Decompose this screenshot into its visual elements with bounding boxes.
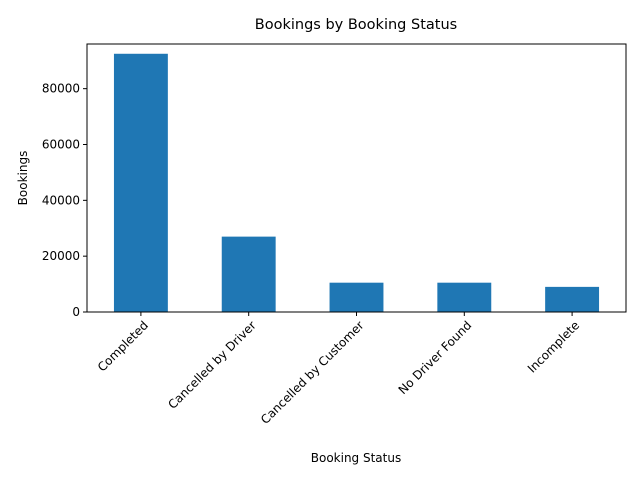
x-tick-label: Incomplete (525, 318, 582, 375)
bars-group (113, 53, 600, 312)
bar (545, 286, 600, 312)
x-axis-label: Booking Status (311, 451, 401, 465)
y-tick-label: 60000 (42, 138, 80, 152)
bar (221, 236, 276, 312)
bar (113, 53, 168, 312)
bar (329, 282, 384, 312)
x-tick-label: Completed (95, 318, 151, 374)
chart-title: Bookings by Booking Status (255, 17, 457, 33)
y-axis: 0 20000 40000 60000 80000 (42, 82, 87, 319)
x-tick-label: Cancelled by Driver (165, 318, 259, 412)
y-tick-label: 0 (72, 305, 80, 319)
bar (437, 282, 492, 312)
x-tick-label: Cancelled by Customer (258, 318, 367, 427)
y-tick-label: 40000 (42, 193, 80, 207)
x-axis: Completed Cancelled by Driver Cancelled by… (95, 312, 582, 427)
x-tick-label: No Driver Found (396, 318, 475, 397)
y-tick-label: 20000 (42, 249, 80, 263)
y-axis-label: Bookings (16, 151, 30, 206)
plot-frame (86, 43, 627, 313)
y-tick-label: 80000 (42, 82, 80, 96)
